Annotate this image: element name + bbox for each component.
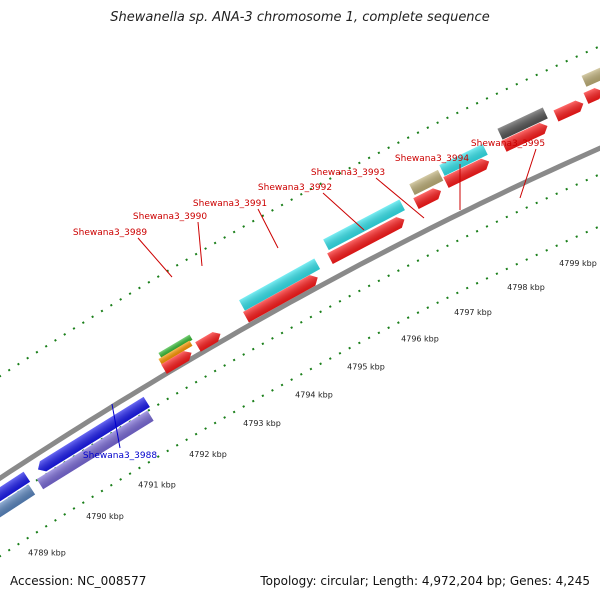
gene-label: Shewana3_3994 [395, 154, 469, 164]
gene-feature-3988 [36, 410, 154, 490]
cds-feature-3990 [195, 332, 221, 352]
label-leader-line [197, 221, 203, 267]
scale-label: 4792 kbp [189, 450, 227, 459]
lower-tick-row [0, 225, 600, 558]
accession-label: Accession: NC_008577 [10, 574, 147, 588]
label-leader-line [519, 148, 537, 199]
tick-marks-layer [0, 45, 600, 558]
gene-label: Shewana3_3995 [471, 139, 545, 149]
label-leader-line [111, 403, 121, 449]
backbone-layer [0, 145, 600, 482]
cds-feature-3996 [553, 100, 584, 122]
gene-feature-3994 [439, 144, 488, 176]
cds-feature-3991 [243, 275, 318, 323]
scale-label: 4791 kbp [138, 480, 176, 489]
scale-label: 4798 kbp [507, 283, 545, 292]
scale-label: 4797 kbp [454, 308, 492, 317]
map-title: Shewanella sp. ANA-3 chromosome 1, compl… [110, 10, 490, 25]
cds-feature-3994 [443, 158, 490, 188]
upper-tick-row [0, 45, 600, 378]
gene-feature-3991 [239, 258, 321, 311]
scale-label: 4793 kbp [243, 419, 281, 428]
gene-label: Shewana3_3993 [311, 168, 385, 178]
gene-feature-3997 [581, 67, 600, 87]
cds-feature-3993 [413, 188, 442, 209]
features-layer [0, 67, 600, 522]
cds-feature [0, 471, 31, 503]
cds-feature-3992 [327, 217, 405, 264]
gene-feature [0, 484, 36, 522]
scale-label: 4790 kbp [86, 512, 124, 521]
backbone-line [0, 145, 600, 482]
label-leader-line [322, 192, 365, 231]
cds-feature-3995 [501, 123, 548, 152]
gene-label: Shewana3_3992 [258, 183, 332, 193]
gene-feature-3995 [497, 107, 548, 140]
labels-layer: 4789 kbp 4790 kbp 4791 kbp 4792 kbp 4793 kbp… [28, 139, 597, 558]
scale-label: 4794 kbp [295, 390, 333, 399]
gene-feature-3989-green [158, 334, 193, 359]
label-leader-line [257, 208, 279, 249]
gene-label-reverse: Shewana3_3988 [83, 451, 157, 461]
cds-feature-3989 [161, 351, 192, 374]
gene-label: Shewana3_3991 [193, 199, 267, 209]
gene-feature-3989-orange [158, 340, 193, 365]
scale-label: 4799 kbp [559, 259, 597, 268]
gene-label: Shewana3_3990 [133, 212, 207, 222]
summary-label: Topology: circular; Length: 4,972,204 bp… [260, 574, 590, 588]
gene-label: Shewana3_3989 [73, 228, 147, 238]
cds-feature-3997 [583, 88, 600, 104]
label-leader-line [137, 237, 173, 278]
scale-label: 4789 kbp [28, 549, 66, 558]
label-leader-line [375, 177, 425, 219]
scale-label: 4796 kbp [401, 335, 439, 344]
scale-label: 4795 kbp [347, 362, 385, 371]
cds-feature-3988 [38, 396, 150, 472]
gene-feature-3993 [409, 169, 444, 196]
gene-feature-3992 [323, 199, 405, 251]
